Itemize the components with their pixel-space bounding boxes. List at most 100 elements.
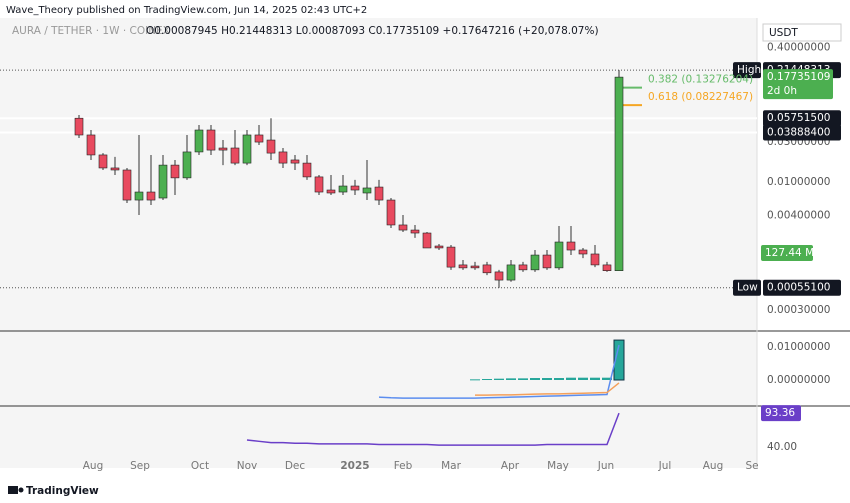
volume-badge-bg [761,245,813,261]
candle-body [614,76,624,271]
histogram-bar [578,377,588,380]
y-tick-label: 0.01000000 [767,176,830,188]
low-value: 0.00055100 [767,282,830,294]
candle-body [530,254,540,271]
currency: USDT [769,27,798,39]
high-name: High [737,64,761,76]
brand: TradingView [26,485,99,497]
histogram-bar [470,379,480,381]
x-tick-label: Feb [394,460,413,472]
candle-body [602,264,612,271]
candle-body [278,151,288,164]
candle-body [422,232,432,249]
histogram-bar [494,378,504,380]
low-name: Low [737,282,758,294]
price-line-label: 0.05751500 [767,112,830,124]
candle-body [506,264,516,281]
last-value-bg [761,405,801,422]
candle-body [122,169,132,201]
x-tick-label: Aug [83,460,104,472]
candle-body [230,147,240,164]
candle-body [590,253,600,266]
histogram-bar [554,378,564,380]
candle-body [410,229,420,234]
y-tick-label: 40.00 [767,441,797,453]
symbol-title: AURA / TETHER · 1W · COINEX [12,25,170,37]
candle-body [242,134,252,164]
candle-body [350,185,360,191]
candle-body [98,154,108,169]
x-tick-label: Mar [441,460,461,472]
fib-label: 0.618 (0.08227467) [648,91,753,103]
candle-body [326,189,336,194]
rsi-line [246,412,620,446]
candle-body [218,147,228,151]
price-line-label-bg [763,110,841,127]
high-name-bg [733,62,761,79]
x-tick-label: Se [745,460,758,472]
y-tick-label: 0.01000000 [767,341,830,353]
y-tick-label: 0.00400000 [767,209,830,221]
x-tick-label: 2025 [340,460,369,472]
x-tick-label: May [547,460,569,472]
y-tick-label: 0.00030000 [767,304,830,316]
histogram-bar [506,378,516,380]
candle-body [374,186,384,201]
candle-body [266,139,276,154]
candle-body [146,191,156,201]
histogram-bar [590,377,600,380]
candle-body [518,264,528,271]
candle-body [290,159,300,164]
brand-logo [8,486,24,494]
low-name-bg [733,279,761,296]
candle-body [542,254,552,269]
candle-body [182,151,192,179]
candle-body [254,134,264,143]
candle-body [338,185,348,193]
candle-body [494,271,504,281]
candle-body [158,164,168,199]
candle-body [170,164,180,179]
candle-body [386,199,396,226]
y-tick-label: 0.40000000 [767,41,830,53]
volume-badge: 127.44 M [765,247,814,259]
candle-body [470,265,480,269]
signal-line [475,382,620,396]
candle-body [362,187,372,194]
histogram-bar [518,378,528,380]
x-tick-label: Dec [285,460,306,472]
price-line-label-bg [763,124,841,141]
fib-label: 0.382 (0.13276204) [648,74,753,86]
candle-body [134,191,144,201]
histogram-bar [530,378,540,380]
x-tick-label: Aug [703,460,724,472]
candle-body [446,246,456,268]
macd-line [378,344,620,399]
candle-body [314,176,324,193]
candle-body [110,167,120,171]
candle-body [458,264,468,269]
x-tick-label: Nov [237,460,258,472]
countdown: 2d 0h [767,85,797,97]
last-value: 93.36 [765,407,795,419]
last-price-bg [763,69,833,100]
x-tick-label: Oct [191,460,209,472]
x-tick-label: Jun [597,460,614,472]
candle-body [74,117,84,136]
x-tick-label: Jul [658,460,672,472]
histogram-bar [566,377,576,380]
y-tick-label: 0.00000000 [767,374,830,386]
last-price: 0.17735109 [767,71,830,83]
histogram-bar [542,378,552,380]
candle-body [86,134,96,156]
publisher: Wave_Theory published on TradingView.com… [6,5,367,16]
histogram-bar [602,377,612,380]
candle-body [398,224,408,231]
histogram-bar [482,379,492,381]
ohlc-legend: O0.00087945 H0.21448313 L0.00087093 C0.1… [146,25,599,37]
candle-body [302,162,312,178]
x-tick-label: Apr [501,460,520,472]
price-line-label: 0.03888400 [767,126,830,138]
candle-body [554,241,564,269]
candle-body [482,264,492,274]
